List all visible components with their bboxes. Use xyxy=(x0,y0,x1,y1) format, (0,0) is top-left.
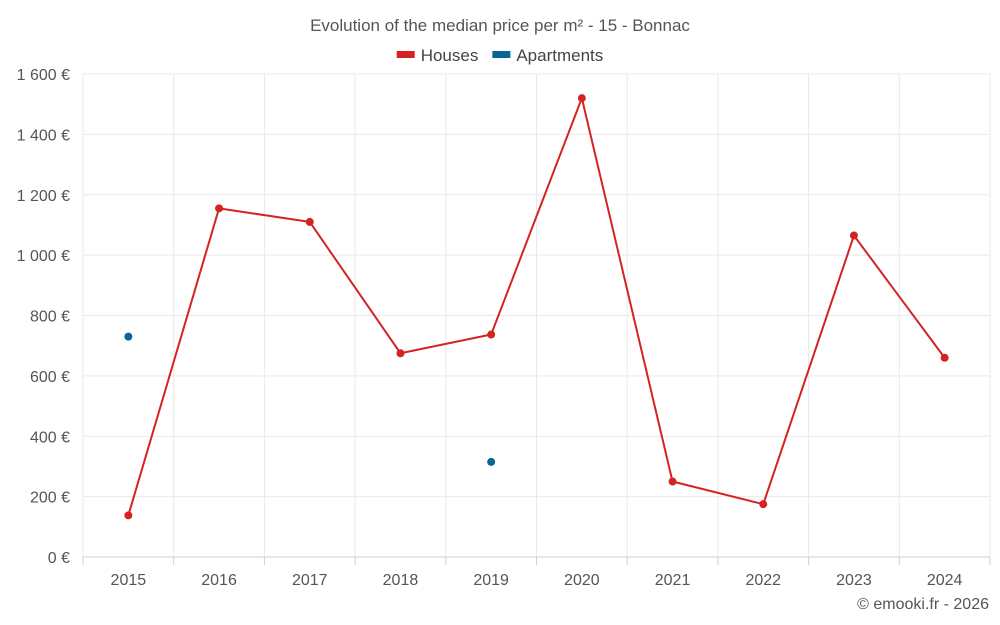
data-point xyxy=(487,457,496,466)
x-tick-label: 2021 xyxy=(655,572,691,589)
y-tick-label: 1 600 € xyxy=(17,67,70,84)
series-line xyxy=(127,94,946,516)
x-tick-label: 2016 xyxy=(201,572,237,589)
x-tick-label: 2019 xyxy=(473,572,509,589)
y-tick-label: 1 000 € xyxy=(17,248,70,265)
y-tick-label: 0 € xyxy=(48,550,70,567)
data-point xyxy=(940,353,949,362)
data-point xyxy=(849,231,858,240)
y-tick-label: 200 € xyxy=(30,490,70,507)
data-point xyxy=(124,332,133,341)
data-point xyxy=(668,477,677,486)
data-point xyxy=(124,511,133,520)
y-tick-label: 1 200 € xyxy=(17,188,70,205)
x-tick-label: 2015 xyxy=(111,572,147,589)
x-tick-label: 2022 xyxy=(745,572,781,589)
chart-title: Evolution of the median price per m² - 1… xyxy=(310,16,690,35)
data-point xyxy=(396,349,405,358)
y-tick-label: 1 400 € xyxy=(17,127,70,144)
data-point xyxy=(487,330,496,339)
legend-label: Apartments xyxy=(516,46,603,65)
y-tick-label: 400 € xyxy=(30,429,70,446)
credit-text: © emooki.fr - 2026 xyxy=(857,596,989,613)
legend: Houses Apartments xyxy=(396,46,603,65)
data-point xyxy=(759,500,768,509)
x-tick-label: 2017 xyxy=(292,572,328,589)
y-tick-label: 600 € xyxy=(30,369,70,386)
grid xyxy=(82,73,991,557)
x-tick-label: 2023 xyxy=(836,572,872,589)
x-tick-label: 2018 xyxy=(383,572,419,589)
data-point xyxy=(577,94,586,103)
data-point xyxy=(305,217,314,226)
x-tick-label: 2020 xyxy=(564,572,600,589)
data-point xyxy=(215,204,224,213)
legend-label: Houses xyxy=(421,46,479,65)
x-tick-label: 2024 xyxy=(927,572,963,589)
legend-swatch xyxy=(492,51,511,58)
axes: 0 € 200 € 400 € 600 € 800 € 1 000 € 1 200 € 1 4… xyxy=(17,67,991,589)
y-tick-label: 800 € xyxy=(30,309,70,326)
series xyxy=(124,94,949,520)
legend-swatch xyxy=(396,51,415,58)
